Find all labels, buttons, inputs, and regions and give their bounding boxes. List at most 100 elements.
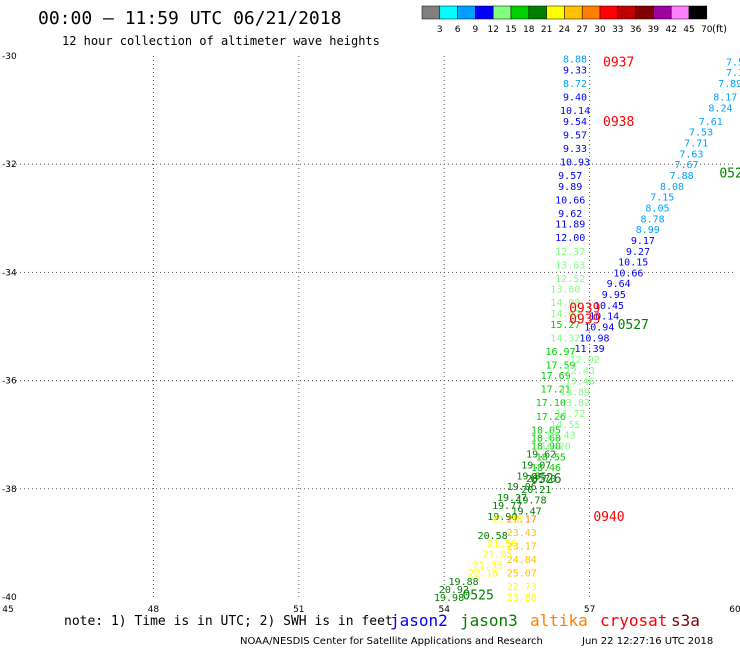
swh-point-label: 19.90 xyxy=(487,512,517,523)
x-tick-label: 45 xyxy=(2,605,13,615)
swh-point-label: 17.10 xyxy=(536,398,566,409)
data-points: 8.889.338.729.4010.149.549.579.3310.939.… xyxy=(434,55,740,604)
swh-point-label: 11.39 xyxy=(575,344,605,355)
swh-point-label: 15.43 xyxy=(545,431,575,442)
y-tick-label: -34 xyxy=(2,268,17,278)
swh-point-label: 9.64 xyxy=(607,279,631,290)
swh-point-label: 13.63 xyxy=(555,260,585,271)
swh-point-label: 8.88 xyxy=(563,55,587,66)
color-scale-swatch xyxy=(528,5,547,20)
swh-point-label: 9.33 xyxy=(563,66,587,77)
color-scale-swatch xyxy=(617,5,636,20)
swh-point-label: 7.3 xyxy=(726,68,740,79)
swh-point-label: 9.33 xyxy=(563,144,587,155)
swh-point-label: 20.58 xyxy=(478,531,508,542)
time-label: 0528 xyxy=(719,166,740,181)
swh-point-label: 19.85 xyxy=(516,471,546,482)
plot-axes: 45 48 51 54 57 60 -30 -32 -34 -36 -38 -40 xyxy=(2,52,740,615)
y-tick-label: -38 xyxy=(2,485,17,495)
swh-point-label: 8.17 xyxy=(713,93,737,104)
color-scale-swatch xyxy=(492,5,512,20)
swh-point-label: 14.55 xyxy=(550,420,580,431)
swh-point-label: 23.43 xyxy=(507,528,537,539)
color-scale-swatch xyxy=(457,5,476,20)
swh-point-label: 9.57 xyxy=(563,130,587,141)
color-scale-tick: 24 xyxy=(559,25,571,35)
swh-point-label: 10.45 xyxy=(594,301,624,312)
swh-point-label: 8.24 xyxy=(708,103,732,114)
swh-point-label: 19.07 xyxy=(521,460,551,471)
swh-point-label: 24.84 xyxy=(507,555,537,566)
color-scale-swatch xyxy=(546,5,565,20)
swh-point-label: 18.90 xyxy=(531,442,561,453)
note-text: note: 1) Time is in UTC; 2) SWH is in fe… xyxy=(64,614,393,629)
swh-point-label: 22.16 xyxy=(468,569,498,580)
swh-point-label: 9.57 xyxy=(558,171,582,182)
x-tick-label: 57 xyxy=(584,605,595,615)
swh-point-label: 19.98 xyxy=(434,593,464,604)
swh-point-label: 12.43 xyxy=(565,366,595,377)
swh-point-label: 10.94 xyxy=(584,323,614,334)
color-scale-swatch xyxy=(421,5,441,20)
swh-point-label: 21.38 xyxy=(492,515,522,526)
swh-point-label: 21.05 xyxy=(482,550,512,561)
swh-point-label: 11.89 xyxy=(555,220,585,231)
footer-timestamp: Jun 22 12:27:16 UTC 2018 xyxy=(581,636,713,647)
x-tick-label: 48 xyxy=(148,605,160,615)
x-tick-label: 51 xyxy=(293,605,304,615)
swh-point-label: 19.77 xyxy=(492,501,522,512)
swh-point-label: 8.08 xyxy=(660,182,684,193)
swh-point-label: 18.46 xyxy=(531,463,561,474)
swh-point-label: 9.62 xyxy=(558,209,582,220)
swh-point-label: 7.5 xyxy=(726,57,740,68)
swh-point-label: 9.17 xyxy=(631,236,655,247)
swh-point-label: 23.86 xyxy=(507,593,537,604)
color-scale-tick: 6 xyxy=(455,25,461,35)
swh-point-label: 7.67 xyxy=(674,160,698,171)
swh-point-label: 7.61 xyxy=(699,117,723,128)
color-scale-tick: 30 xyxy=(594,25,606,35)
swh-point-label: 16.97 xyxy=(545,347,575,358)
swh-point-label: 17.59 xyxy=(545,360,575,371)
swh-point-label: 9.40 xyxy=(563,93,587,104)
color-scale-tick: 3 xyxy=(437,25,443,35)
swh-point-label: 10.14 xyxy=(560,106,590,117)
swh-point-label: 13.82 xyxy=(560,398,590,409)
swh-point-label: 20.21 xyxy=(521,485,551,496)
swh-point-label: 13.60 xyxy=(550,285,580,296)
swh-point-label: 12.02 xyxy=(570,355,600,366)
satellite-legend-jason3: jason3 xyxy=(460,611,518,630)
swh-point-label: 10.14 xyxy=(589,312,619,323)
swh-point-label: 9.95 xyxy=(602,290,626,301)
color-scale-tick: 33 xyxy=(612,25,623,35)
swh-point-label: 19.06 xyxy=(507,482,537,493)
swh-point-label: 17.26 xyxy=(536,412,566,423)
satellite-legend-s3a: s3a xyxy=(671,611,700,630)
swh-point-label: 16.20 xyxy=(541,442,571,453)
swh-point-label: 20.92 xyxy=(439,585,469,596)
swh-point-label: 7.71 xyxy=(684,139,708,150)
swh-point-label: 14.67 xyxy=(550,309,580,320)
swh-point-label: 17.21 xyxy=(541,385,571,396)
color-scale-tick: 9 xyxy=(473,25,479,35)
color-scale-tick: 27 xyxy=(576,25,587,35)
color-scale-unit: (ft) xyxy=(712,24,727,35)
color-scale-tick: 18 xyxy=(523,25,535,35)
color-scale-tick: 45 xyxy=(683,25,694,35)
y-tick-label: -36 xyxy=(2,377,17,387)
swh-point-label: 21.56 xyxy=(487,539,517,550)
color-scale-swatch xyxy=(475,5,494,20)
color-scale-swatch xyxy=(670,5,690,20)
swh-point-label: 18.55 xyxy=(536,452,566,463)
swh-point-label: 25.07 xyxy=(507,569,537,580)
color-scale-swatch xyxy=(564,5,583,20)
satellite-legend-altika: altika xyxy=(530,611,588,630)
color-scale-swatch xyxy=(599,5,619,20)
swh-point-label: 7.53 xyxy=(689,128,713,139)
time-label: 0939 xyxy=(569,302,600,317)
x-tick-label: 54 xyxy=(438,605,450,615)
time-label: 0940 xyxy=(593,510,624,525)
swh-point-label: 10.66 xyxy=(555,195,585,206)
color-scale-tick: 12 xyxy=(487,25,498,35)
